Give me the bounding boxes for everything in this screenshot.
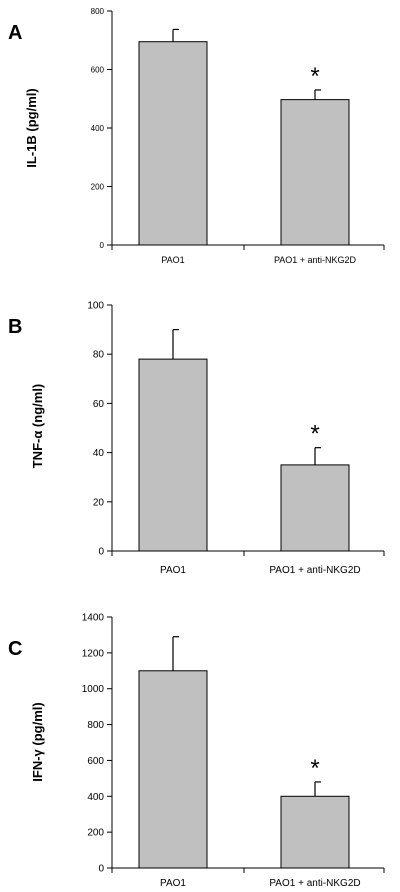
bar [280,464,350,552]
y-tick-label: 400 [91,124,105,133]
x-category-label: PAO1 + anti-NKG2D [269,878,360,889]
y-tick-label: 60 [93,399,105,410]
x-category-label: PAO1 [161,255,184,265]
y-tick-label: 800 [87,720,104,731]
panel-letter: A [8,22,22,44]
panel-letter: B [8,316,22,338]
bar [138,41,208,246]
y-tick-label: 20 [93,497,105,508]
y-tick-label: 200 [91,182,105,191]
y-tick-label: 400 [87,792,104,803]
y-tick-label: 40 [93,448,105,459]
panel-c: C IFN-γ (pg/ml) 0 200 400 600 800 1000 1200 140… [8,613,385,889]
y-tick-label: 600 [91,65,105,74]
y-tick-label: 0 [98,547,104,558]
x-category-label: PAO1 + anti-NKG2D [269,565,360,576]
y-tick-label: 80 [93,350,105,361]
y-axis-label: IL-1B (pg/ml) [24,88,39,167]
significance-marker: * [310,63,319,90]
y-tick-label: 0 [98,864,104,875]
x-category-label: PAO1 [160,878,186,889]
bar [280,99,350,246]
y-tick-label: 1000 [82,684,105,695]
y-tick-label: 0 [100,241,105,250]
y-tick-label: 1200 [82,648,105,659]
significance-marker: * [310,421,319,448]
panel-a: A IL-1B (pg/ml) 0 200 400 600 800 PAO1 * PAO1 +… [8,7,385,265]
y-tick-label: 600 [87,756,104,767]
significance-marker: * [310,755,319,782]
bar [138,358,208,552]
x-category-label: PAO1 [160,565,186,576]
y-tick-label: 1400 [82,613,105,624]
bar [138,670,208,869]
y-tick-label: 200 [87,828,104,839]
y-tick-label: 100 [87,301,104,312]
y-axis-label: IFN-γ (pg/ml) [30,702,45,781]
panel-letter: C [8,638,22,660]
y-tick-label: 800 [91,7,105,16]
panel-b: B TNF-α (ng/ml) 0 20 40 60 80 100 PAO1 * PAO1 + … [8,301,385,576]
bar [280,795,350,869]
y-axis-label: TNF-α (ng/ml) [30,384,45,469]
x-category-label: PAO1 + anti-NKG2D [274,255,357,265]
